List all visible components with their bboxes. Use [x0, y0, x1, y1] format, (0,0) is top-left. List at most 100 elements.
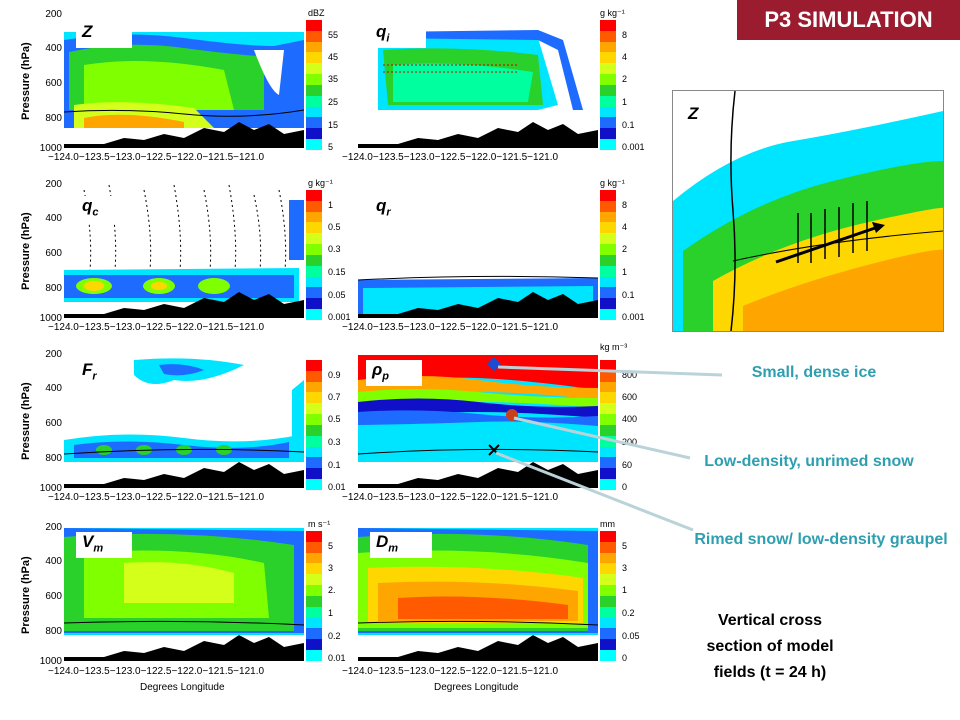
y-tick: 1000: [39, 656, 62, 667]
panel-label-qc: qc: [76, 196, 132, 223]
colorbar-tick: 0.2: [622, 608, 635, 618]
colorbar-tick: 0.3: [328, 244, 341, 254]
colorbar-tick: 1: [328, 608, 334, 618]
colorbar-swatch: [600, 222, 616, 234]
colorbar-tick: 0.5: [328, 222, 341, 232]
panel-label-vm: Vm: [76, 532, 132, 559]
colorbar-tick: 2: [622, 74, 628, 84]
panel-label-qr: qr: [370, 196, 426, 223]
colorbar-tick: 1: [622, 97, 628, 107]
colorbar-tick: 60: [622, 460, 633, 470]
colorbar-swatch: [306, 20, 322, 31]
annotation-low-density: Low-density, unrimed snow: [704, 453, 914, 470]
colorbar-tick: 35: [328, 74, 339, 84]
colorbar-swatch: [600, 468, 616, 480]
colorbar-tick: 0.01: [328, 482, 346, 492]
colorbar-swatch: [306, 139, 322, 150]
colorbar-swatch: [600, 628, 616, 640]
colorbar-tick: 800: [622, 370, 638, 380]
colorbar-swatch: [306, 200, 322, 212]
colorbar-swatch: [600, 403, 616, 415]
colorbar-swatch: [306, 392, 322, 404]
colorbar-swatch: [306, 276, 322, 288]
colorbar-swatch: [600, 233, 616, 245]
colorbar-swatch: [306, 468, 322, 480]
colorbar-swatch: [306, 244, 322, 255]
colorbar-swatch: [306, 381, 322, 393]
colorbar-tick: 0.5: [328, 414, 341, 424]
colorbar-tick: 0.3: [328, 437, 341, 447]
colorbar-tick: 5: [328, 541, 334, 551]
colorbar-tick: 0.05: [622, 631, 640, 641]
colorbar-tick: 400: [622, 414, 638, 424]
colorbar-tick: 0.1: [622, 120, 635, 130]
colorbar-unit: g kg⁻¹: [600, 8, 625, 18]
colorbar-tick: 1: [328, 200, 334, 210]
colorbar-swatch: [306, 287, 322, 299]
colorbar-tick: 45: [328, 52, 339, 62]
colorbar-swatch: [600, 595, 616, 607]
colorbar-tick: 15: [328, 120, 339, 130]
colorbar-swatch: [306, 650, 322, 661]
y-tick: 600: [45, 248, 62, 259]
colorbar-swatch: [306, 617, 322, 629]
colorbar-tick: 0.001: [328, 312, 351, 322]
panel-fr: [64, 350, 304, 488]
colorbar-swatch: [306, 403, 322, 415]
x-axis-title: Degrees Longitude: [140, 682, 225, 693]
colorbar-swatch: [600, 563, 616, 575]
colorbar-swatch: [600, 552, 616, 564]
colorbar-swatch: [306, 552, 322, 564]
colorbar-tick: 0.1: [328, 460, 341, 470]
x-tick-row: −124.0−123.5−123.0−122.5−122.0−121.5−121…: [48, 666, 265, 677]
caption: Vertical cross section of model fields (…: [680, 608, 860, 686]
title-badge: P3 SIMULATION: [737, 0, 960, 40]
colorbar-swatch: [306, 606, 322, 618]
panel-qi: [358, 10, 598, 148]
colorbar-swatch: [306, 479, 322, 490]
colorbar-dm: [600, 531, 616, 661]
panel-label-z: Z: [76, 22, 132, 49]
colorbar-tick: 55: [328, 30, 339, 40]
y-tick: 600: [45, 418, 62, 429]
y-tick: 400: [45, 213, 62, 224]
y-tick: 400: [45, 556, 62, 567]
colorbar-swatch: [306, 435, 322, 447]
y-tick: 800: [45, 453, 62, 464]
x-tick-row: −124.0−123.5−123.0−122.5−122.0−121.5−121…: [48, 322, 265, 333]
x-tick-row: −124.0−123.5−123.0−122.5−122.0−121.5−121…: [342, 492, 559, 503]
x-tick-row: −124.0−123.5−123.0−122.5−122.0−121.5−121…: [342, 666, 559, 677]
colorbar-swatch: [600, 606, 616, 618]
colorbar-qc: [306, 190, 322, 320]
colorbar-vm: [306, 531, 322, 661]
colorbar-swatch: [600, 41, 616, 53]
y-tick: 200: [45, 349, 62, 360]
colorbar-tick: 1: [622, 267, 628, 277]
colorbar-swatch: [600, 541, 616, 553]
colorbar-swatch: [600, 30, 616, 42]
colorbar-swatch: [306, 628, 322, 640]
colorbar-swatch: [600, 52, 616, 64]
y-axis-label: Pressure (hPa): [20, 556, 32, 634]
colorbar-swatch: [600, 20, 616, 31]
colorbar-tick: 0.7: [328, 392, 341, 402]
y-tick: 800: [45, 283, 62, 294]
colorbar-swatch: [600, 63, 616, 75]
x-tick-row: −124.0−123.5−123.0−122.5−122.0−121.5−121…: [342, 152, 559, 163]
panel-qr: [358, 180, 598, 318]
colorbar-swatch: [306, 52, 322, 64]
colorbar-swatch: [306, 424, 322, 436]
colorbar-swatch: [306, 639, 322, 651]
colorbar-swatch: [306, 95, 322, 107]
y-tick: 600: [45, 78, 62, 89]
colorbar-swatch: [306, 309, 322, 320]
y-tick: 1000: [39, 143, 62, 154]
colorbar-swatch: [306, 84, 322, 96]
colorbar-tick: 4: [622, 52, 628, 62]
colorbar-swatch: [600, 381, 616, 393]
colorbar-tick: 5: [328, 142, 334, 152]
colorbar-swatch: [306, 563, 322, 575]
colorbar-swatch: [306, 457, 322, 469]
colorbar-swatch: [600, 639, 616, 651]
caption-line: fields (t = 24 h): [713, 664, 827, 681]
